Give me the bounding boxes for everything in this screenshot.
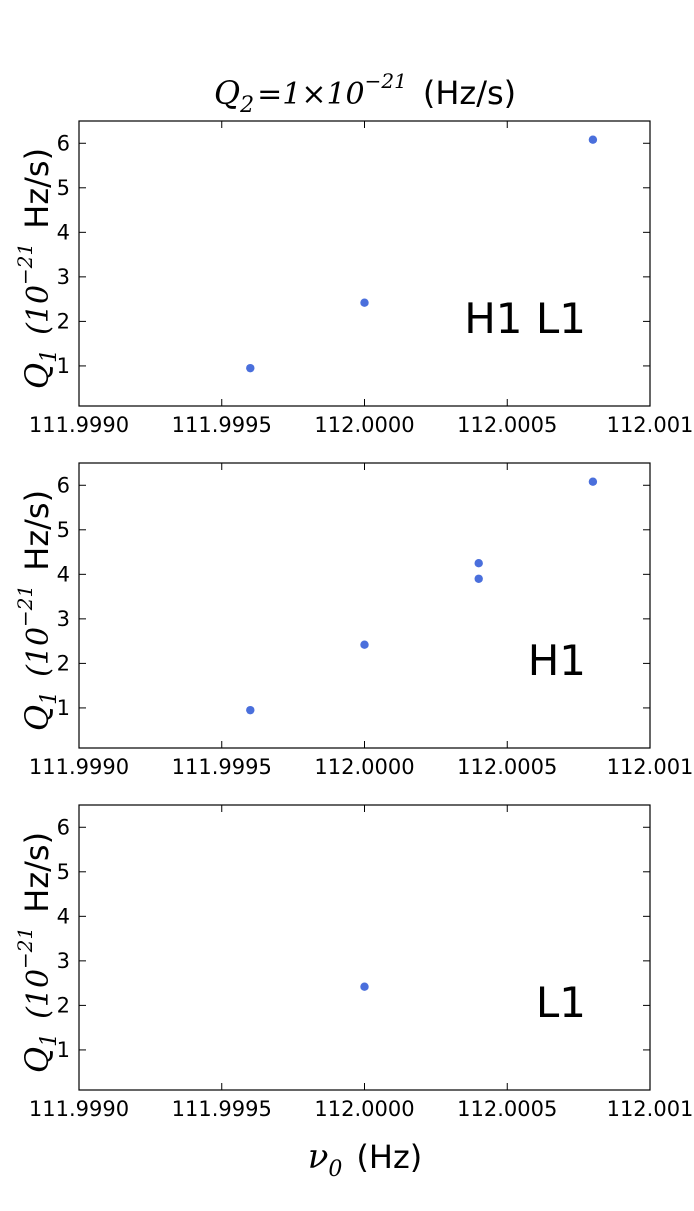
x-tick-label: 112.0005 <box>457 413 557 437</box>
y-tick-label: 6 <box>57 815 70 839</box>
y-tick-label: 5 <box>57 176 70 200</box>
x-tick-label: 112.0000 <box>314 1097 414 1121</box>
y-tick-label: 4 <box>57 562 70 586</box>
y-tick-label: 5 <box>57 860 70 884</box>
panel-2: 111.9990 111.9995 112.0000 112.0005 112.001 1… <box>13 462 694 779</box>
panel-3: 111.9990 111.9995 112.0000 112.0005 112.001 1… <box>13 804 694 1121</box>
x-tick-label: 112.0005 <box>457 755 557 779</box>
data-point <box>246 705 255 715</box>
panels: 111.9990 111.9995 112.0000 112.0005 112.001 1… <box>13 120 694 1121</box>
y-tick-label: 1 <box>57 1038 70 1062</box>
y-tick-label: 3 <box>57 265 70 289</box>
y-tick-label: 1 <box>57 696 70 720</box>
data-point <box>360 298 369 307</box>
y-tick-label: 5 <box>57 518 70 542</box>
detector-label: H1 <box>528 636 586 685</box>
x-tick-label: 112.001 <box>607 755 694 779</box>
x-tick-label: 111.9990 <box>29 413 129 437</box>
x-tick-label: 112.0005 <box>457 1097 557 1121</box>
y-tick-label: 2 <box>57 309 70 333</box>
data-point <box>246 363 255 373</box>
chart-title: Q2 =1×10−21 (Hz/s) <box>214 69 516 118</box>
x-tick-label: 111.9995 <box>172 1097 272 1121</box>
x-tick-label: 112.001 <box>607 413 694 437</box>
x-tick-label: 111.9995 <box>172 413 272 437</box>
y-axis-label: Q1(10−21Hz/s) <box>13 148 62 389</box>
x-tick-label: 112.0000 <box>314 413 414 437</box>
plot-frame <box>78 804 651 1091</box>
data-point <box>360 982 369 991</box>
y-axis-label: Q1(10−21Hz/s) <box>13 832 62 1073</box>
y-tick-label: 3 <box>57 949 70 973</box>
y-tick-label: 3 <box>57 607 70 631</box>
data-point <box>360 640 369 649</box>
y-tick-label: 6 <box>57 473 70 497</box>
x-tick-label: 112.0000 <box>314 755 414 779</box>
x-tick-label: 111.9990 <box>29 755 129 779</box>
y-tick-label: 2 <box>57 651 70 675</box>
y-tick-label: 2 <box>57 993 70 1017</box>
plot-frame <box>78 120 651 407</box>
data-point <box>474 558 483 568</box>
y-tick-label: 1 <box>57 354 70 378</box>
y-tick-label: 4 <box>57 220 70 244</box>
y-tick-label: 4 <box>57 904 70 928</box>
panel-1: 111.9990 111.9995 112.0000 112.0005 112.001 1… <box>13 120 694 437</box>
data-point <box>474 574 483 583</box>
data-point <box>588 135 598 144</box>
x-axis-label: ν0 (Hz) <box>308 1137 423 1182</box>
x-tick-label: 111.9990 <box>29 1097 129 1121</box>
y-tick-label: 6 <box>57 131 70 155</box>
plot-frame <box>78 462 651 749</box>
detector-label: H1 L1 <box>464 294 586 343</box>
x-tick-label: 112.001 <box>607 1097 694 1121</box>
x-tick-label: 111.9995 <box>172 755 272 779</box>
data-point <box>588 477 598 486</box>
y-axis-label: Q1(10−21Hz/s) <box>13 490 62 731</box>
detector-label: L1 <box>536 978 586 1027</box>
